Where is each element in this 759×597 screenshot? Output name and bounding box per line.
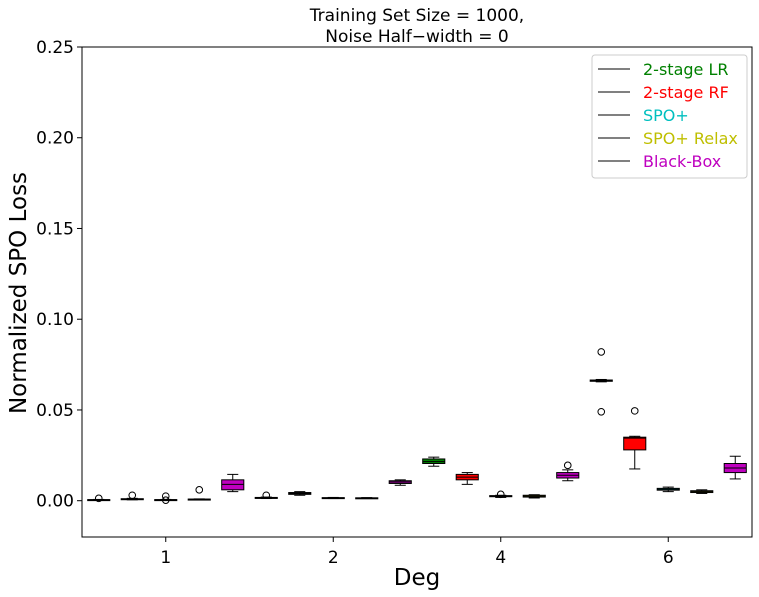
plot-area xyxy=(81,46,753,538)
y-axis: 0.00 0.05 0.10 0.15 0.20 0.25 xyxy=(36,38,82,512)
box-spo--deg-2 xyxy=(321,496,345,500)
outlier-point xyxy=(195,486,204,494)
y-tick-label: 0.05 xyxy=(36,401,74,421)
chart-title-line-1: Training Set Size = 1000, xyxy=(309,6,524,26)
legend-entry-label: 2-stage RF xyxy=(643,83,729,102)
box-spo--deg-1 xyxy=(154,492,178,504)
box-black-box-deg-1 xyxy=(221,473,245,493)
box-black-box-deg-2 xyxy=(388,479,412,486)
outlier-point xyxy=(563,461,572,470)
legend-entry-label: SPO+ xyxy=(643,106,689,125)
box-2-stage-lr-deg-2 xyxy=(254,491,278,500)
y-axis-label: Normalized SPO Loss xyxy=(6,172,32,414)
legend-frame xyxy=(591,54,748,179)
chart-title-line-2: Noise Half−width = 0 xyxy=(325,27,508,47)
box-2-stage-rf-deg-1 xyxy=(120,491,144,501)
box-2-stage-lr-deg-6 xyxy=(589,348,613,416)
box-spo--deg-4 xyxy=(489,490,513,499)
box-2-stage-rf-deg-2 xyxy=(288,491,312,496)
legend-entry-label: SPO+ Relax xyxy=(643,129,738,148)
outlier-point xyxy=(496,490,505,499)
y-tick-label: 0.25 xyxy=(36,38,74,58)
x-tick-label: 4 xyxy=(495,548,506,568)
outlier-point xyxy=(94,494,103,503)
x-tick-label: 2 xyxy=(328,548,339,568)
box-spo-relax-deg-4 xyxy=(522,494,546,499)
box-2-stage-lr-deg-1 xyxy=(87,494,111,503)
x-tick-label: 1 xyxy=(160,548,171,568)
legend-entry-label: 2-stage LR xyxy=(643,60,728,79)
y-tick-label: 0.20 xyxy=(36,129,74,149)
x-tick-label: 6 xyxy=(663,548,674,568)
outlier-point xyxy=(597,348,606,356)
outlier-point xyxy=(630,407,639,415)
y-tick-label: 0.15 xyxy=(36,219,74,239)
box-spo-relax-deg-1 xyxy=(187,486,211,501)
outlier-point xyxy=(161,496,170,504)
box-spo-relax-deg-6 xyxy=(690,489,714,494)
outlier-point xyxy=(161,492,170,500)
outlier-point xyxy=(597,407,606,416)
box-2-stage-rf-deg-6 xyxy=(623,407,647,470)
box-black-box-deg-6 xyxy=(723,455,747,480)
legend: 2-stage LR 2-stage RF SPO+ SPO+ Relax Black-… xyxy=(591,54,748,179)
x-axis-label: Deg xyxy=(394,565,440,591)
y-tick-label: 0.10 xyxy=(36,310,74,330)
box-black-box-deg-4 xyxy=(556,461,580,482)
y-tick-label: 0.00 xyxy=(36,492,74,512)
plot-frame xyxy=(81,46,753,538)
outlier-point xyxy=(262,491,271,500)
box-spo-relax-deg-2 xyxy=(355,497,379,500)
box-spo--deg-6 xyxy=(656,486,680,493)
box-2-stage-rf-deg-4 xyxy=(455,472,479,485)
legend-entry-label: Black-Box xyxy=(643,152,721,171)
box-2-stage-lr-deg-4 xyxy=(422,456,446,467)
outlier-point xyxy=(128,491,137,500)
box-body xyxy=(623,436,647,451)
x-axis: 1 2 4 6 xyxy=(160,537,674,568)
